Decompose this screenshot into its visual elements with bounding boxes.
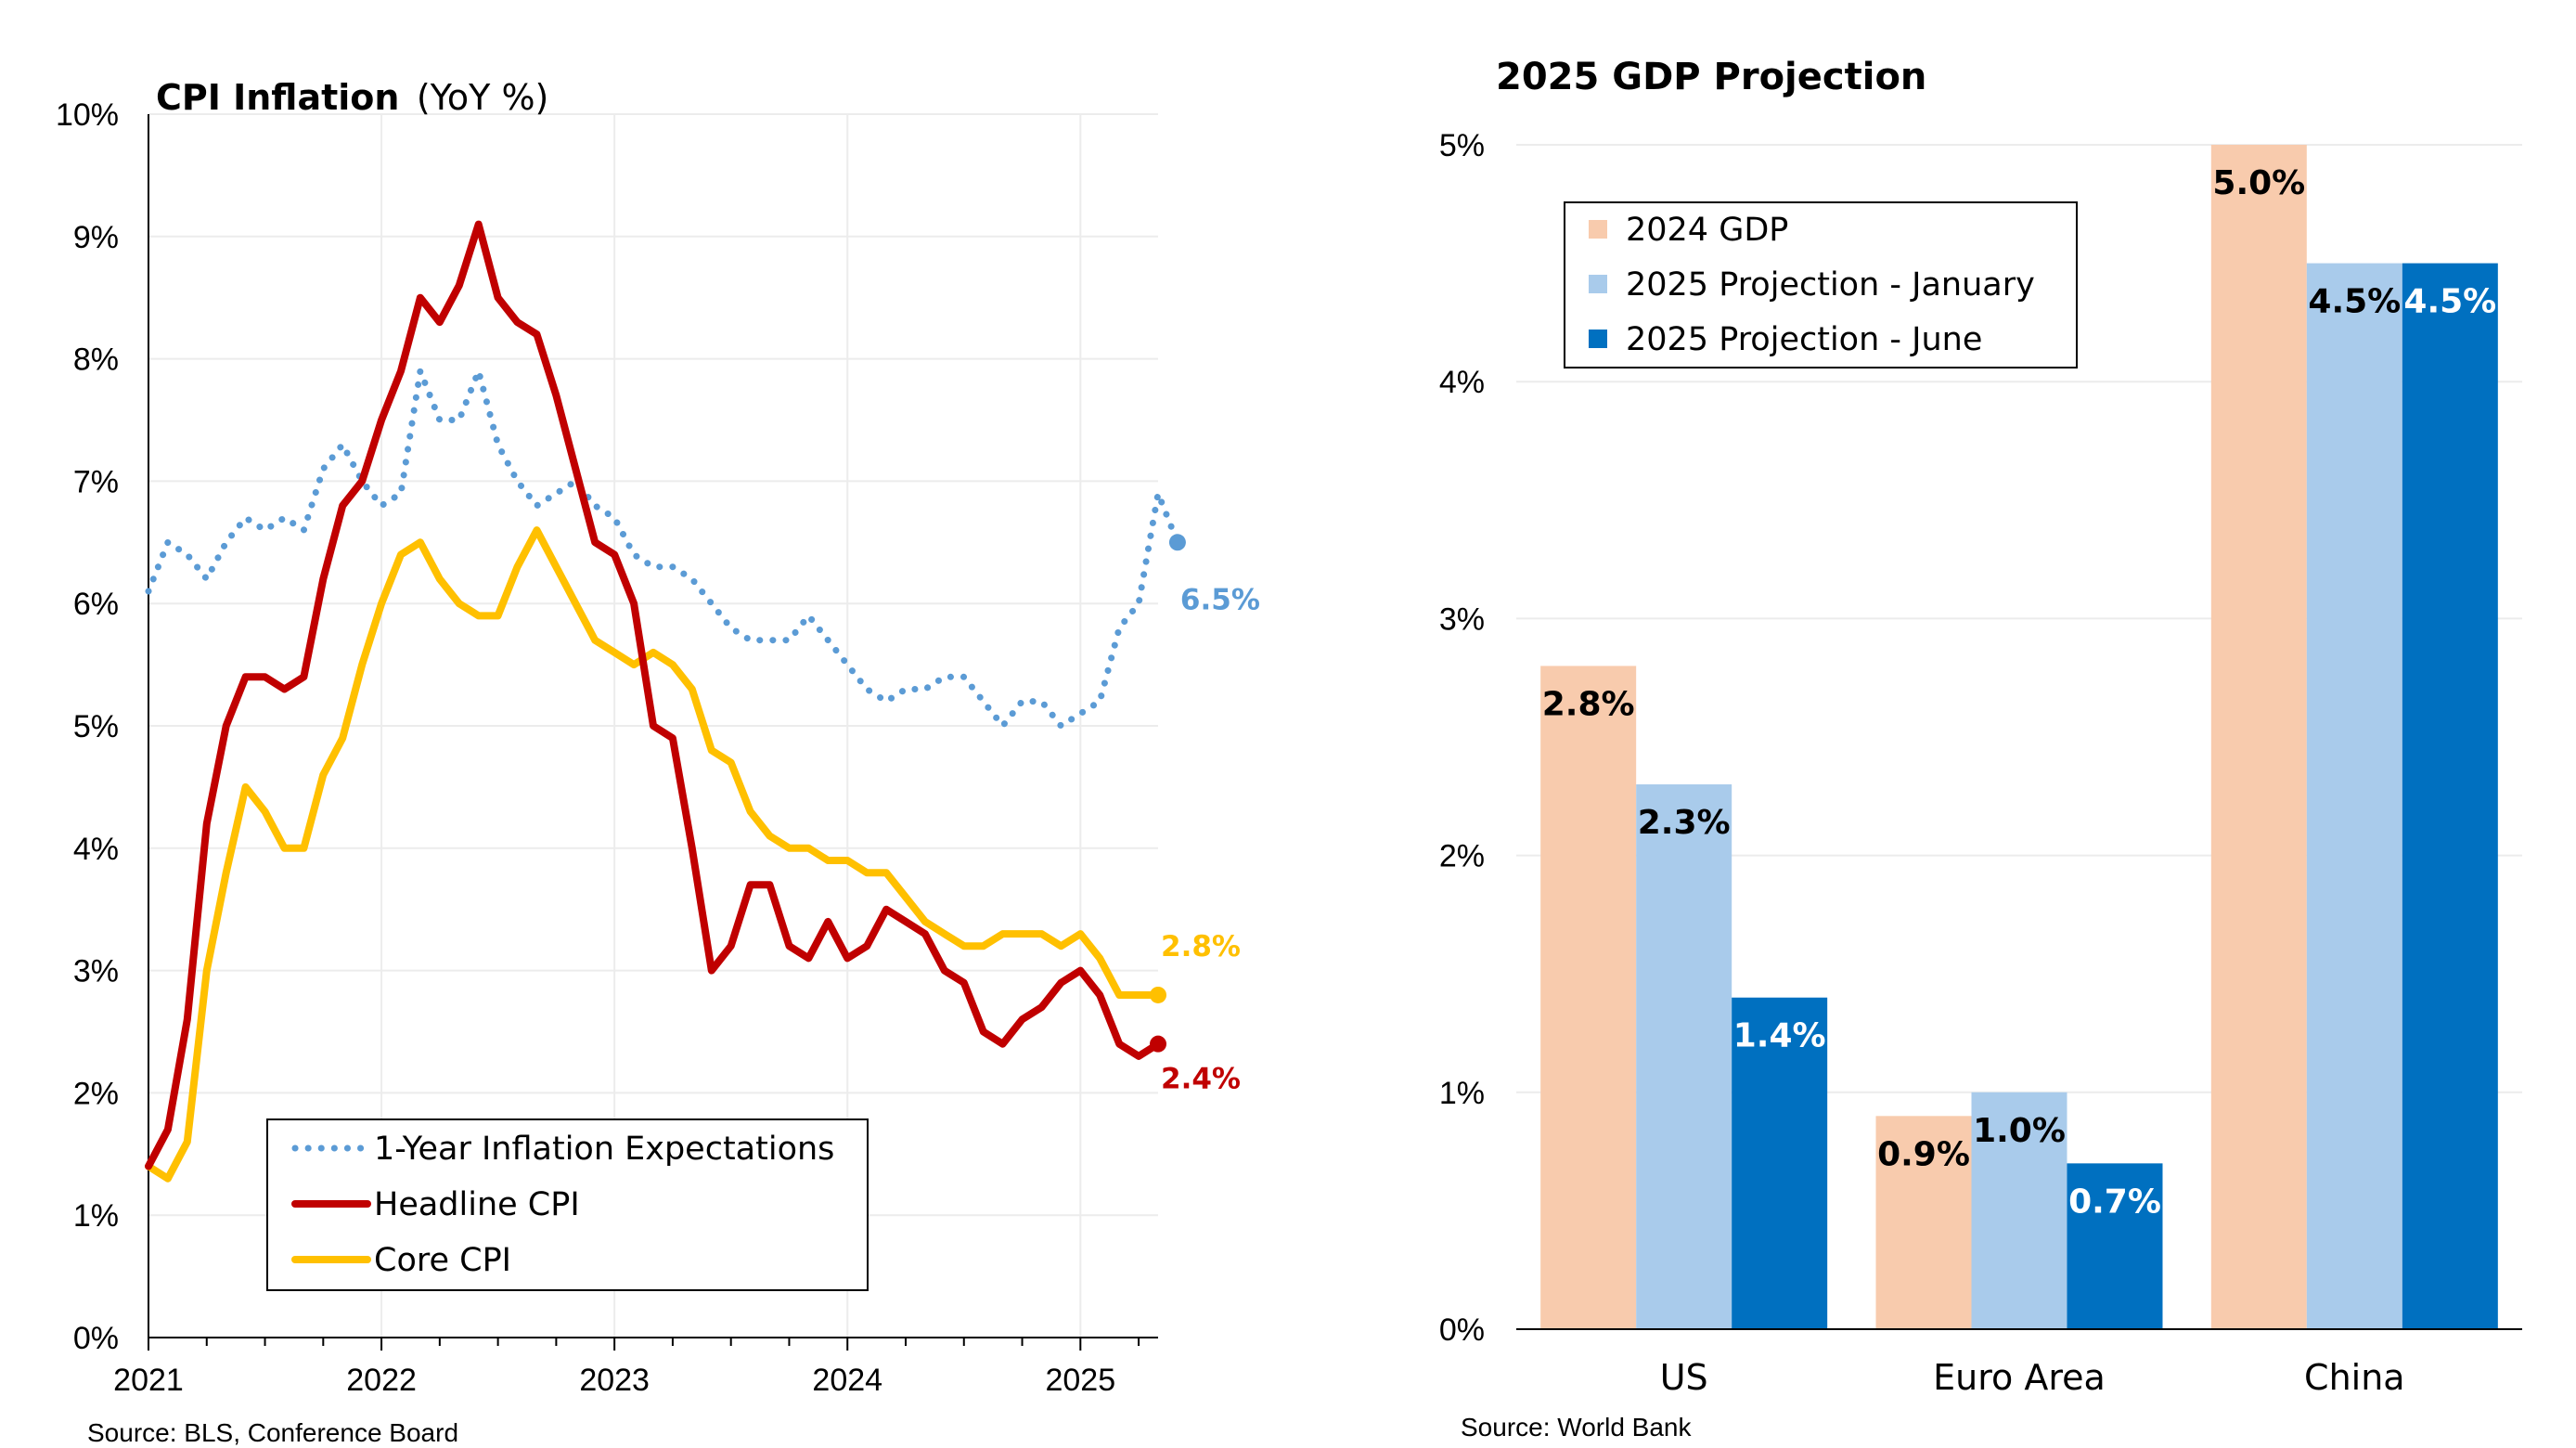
gdp-category-label: US	[1660, 1357, 1708, 1398]
cpi-y-tick-label: 1%	[73, 1198, 119, 1234]
gdp-legend: 2024 GDP 2025 Projection - January 2025 Pr…	[1564, 201, 2078, 368]
gdp-bar-value-label: 2.3%	[1638, 804, 1731, 842]
gdp-legend-label: 2025 Projection - June	[1626, 321, 1982, 358]
gdp-bars: 2.8% 2.3% 1.4% 0.9%1.0%0.7% 5.0% 4.5% 4.5%	[1516, 145, 2522, 1330]
cpi-inflation-chart: CPI Inflation (YoY %) 0% 1% 2% 3% 4% 5% 6% 7% 8%…	[56, 77, 1260, 1447]
gdp-legend-swatch	[1589, 330, 1607, 348]
gdp-bar	[2067, 1163, 2163, 1329]
cpi-y-tick-label: 7%	[73, 464, 119, 499]
gdp-bar-value-label: 0.9%	[1877, 1135, 1970, 1173]
gdp-y-axis: 0% 1% 2% 3% 4% 5%	[1439, 128, 1485, 1348]
gdp-bar	[2306, 263, 2402, 1330]
cpi-series-end-label: 2.4%	[1161, 1063, 1241, 1096]
gdp-bar-value-label: 1.0%	[1973, 1112, 2066, 1150]
cpi-series-end-marker	[1150, 986, 1166, 1003]
gdp-y-tick-label: 3%	[1439, 601, 1485, 637]
gdp-bar	[2210, 145, 2307, 1329]
gdp-bar	[1636, 784, 1732, 1329]
cpi-legend-label: Headline CPI	[374, 1186, 580, 1223]
cpi-subtitle-text: (YoY %)	[417, 77, 548, 118]
cpi-series-end-label: 2.8%	[1161, 930, 1241, 963]
gdp-bar	[1540, 666, 1637, 1329]
cpi-legend-label: Core CPI	[374, 1242, 511, 1279]
cpi-series-line	[145, 526, 1162, 1183]
gdp-bar-value-label: 2.8%	[1542, 685, 1635, 723]
gdp-legend-swatch	[1589, 275, 1607, 293]
cpi-series-end-marker	[1168, 534, 1186, 551]
gdp-bar-value-label: 4.5%	[2308, 283, 2401, 321]
cpi-y-tick-label: 6%	[73, 587, 119, 622]
cpi-x-tick-label: 2024	[812, 1363, 882, 1398]
cpi-x-tick-label: 2025	[1045, 1363, 1115, 1398]
cpi-series-end-label: 6.5%	[1180, 583, 1260, 616]
gdp-legend-swatch	[1589, 220, 1607, 239]
gdp-projection-chart: 2025 GDP Projection 0% 1% 2% 3% 4% 5% 2.8% 2.3…	[1439, 56, 2522, 1442]
cpi-legend-label: 1-Year Inflation Expectations	[374, 1131, 834, 1168]
cpi-x-tick-label: 2023	[579, 1363, 650, 1398]
cpi-x-axis: 2021 2022 2023 2024 2025	[113, 1337, 1158, 1398]
cpi-x-tick-label: 2022	[346, 1363, 417, 1398]
gdp-category-label: China	[2304, 1357, 2405, 1398]
gdp-category-label: Euro Area	[1933, 1357, 2106, 1398]
cpi-title-text: CPI Inflation	[156, 77, 399, 118]
gdp-bar	[2402, 263, 2498, 1330]
cpi-legend: 1-Year Inflation Expectations Headline CP…	[266, 1118, 869, 1291]
gdp-bar-value-label: 1.4%	[1733, 1017, 1826, 1055]
cpi-chart-title: CPI Inflation (YoY %)	[156, 77, 548, 118]
gdp-bar	[1875, 1116, 1972, 1329]
cpi-y-tick-label: 10%	[56, 97, 119, 133]
cpi-y-axis: 0% 1% 2% 3% 4% 5% 6% 7% 8% 9% 10%	[56, 97, 149, 1356]
gdp-y-tick-label: 5%	[1439, 128, 1485, 163]
gdp-legend-label: 2025 Projection - January	[1626, 266, 2035, 304]
gdp-bar	[1971, 1092, 2067, 1329]
cpi-series-lines: 6.5% 2.8% 2.4%	[145, 220, 1260, 1183]
gdp-legend-label: 2024 GDP	[1626, 212, 1788, 249]
cpi-y-tick-label: 2%	[73, 1076, 119, 1111]
cpi-y-tick-label: 8%	[73, 343, 119, 378]
gdp-y-tick-label: 1%	[1439, 1076, 1485, 1111]
cpi-x-tick-label: 2021	[113, 1363, 184, 1398]
gdp-bar-value-label: 4.5%	[2403, 283, 2496, 321]
gdp-x-axis: US Euro Area China	[1660, 1357, 2405, 1398]
cpi-series-line	[145, 220, 1162, 1170]
cpi-series-end-marker	[1150, 1035, 1166, 1053]
gdp-y-tick-label: 0%	[1439, 1312, 1485, 1348]
cpi-y-tick-label: 4%	[73, 832, 119, 867]
gdp-y-tick-label: 4%	[1439, 365, 1485, 400]
cpi-series-line	[145, 368, 1181, 730]
cpi-y-tick-label: 5%	[73, 709, 119, 744]
cpi-y-tick-label: 0%	[73, 1321, 119, 1356]
cpi-y-tick-label: 3%	[73, 954, 119, 989]
gdp-chart-title: 2025 GDP Projection	[1496, 56, 1926, 98]
cpi-source-note: Source: BLS, Conference Board	[87, 1418, 458, 1447]
gdp-bar-value-label: 0.7%	[2068, 1183, 2161, 1221]
gdp-bar	[1732, 997, 1828, 1329]
gdp-y-tick-label: 2%	[1439, 839, 1485, 874]
gdp-source-note: Source: World Bank	[1461, 1413, 1692, 1442]
cpi-y-tick-label: 9%	[73, 220, 119, 255]
gdp-bar-value-label: 5.0%	[2212, 164, 2305, 202]
gdp-legend-box	[1564, 201, 2078, 368]
